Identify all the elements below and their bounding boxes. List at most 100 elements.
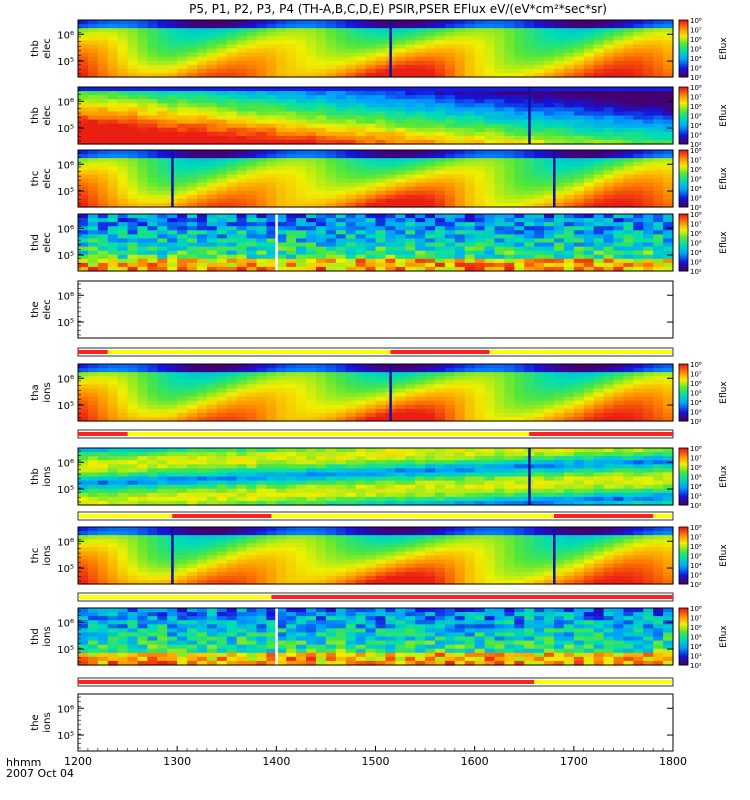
heatmap-cell	[276, 230, 287, 235]
heatmap-cell	[266, 127, 277, 133]
heatmap-cell	[464, 131, 476, 137]
heatmap-cell	[355, 468, 367, 474]
heatmap-cell	[316, 266, 327, 272]
heatmap-cell	[563, 234, 575, 240]
heatmap-cell	[405, 158, 416, 163]
heatmap-cell	[613, 376, 625, 381]
heatmap-cell	[246, 500, 258, 506]
heatmap-cell	[514, 238, 525, 244]
heatmap-cell	[167, 408, 178, 414]
heatmap-cell	[236, 91, 248, 96]
heatmap-cell	[524, 72, 535, 78]
heatmap-cell	[236, 24, 248, 29]
heatmap-cell	[544, 234, 555, 240]
heatmap-cell	[256, 368, 268, 373]
heatmap-cell	[296, 194, 307, 200]
heatmap-cell	[177, 131, 188, 137]
heatmap-cell	[206, 226, 218, 231]
heatmap-cell	[415, 254, 426, 260]
heatmap-cell	[316, 376, 327, 381]
heatmap-cell	[444, 412, 456, 418]
heatmap-cell	[147, 135, 158, 141]
heatmap-cell	[623, 87, 634, 92]
heatmap-cell	[405, 99, 416, 104]
heatmap-cell	[544, 266, 555, 272]
heatmap-cell	[276, 72, 287, 78]
heatmap-cell	[206, 115, 218, 121]
heatmap-cell	[167, 364, 178, 369]
heatmap-cell	[78, 194, 89, 200]
heatmap-cell	[653, 36, 664, 41]
heatmap-cell	[335, 262, 347, 268]
heatmap-cell	[256, 44, 268, 50]
heatmap-cell	[534, 174, 545, 180]
heatmap-cell	[623, 198, 634, 204]
heatmap-cell	[117, 246, 129, 252]
heatmap-cell	[504, 72, 515, 78]
heatmap-cell	[365, 380, 377, 385]
heatmap-cell	[415, 60, 426, 66]
heatmap-cell	[345, 24, 357, 29]
heatmap-cell	[167, 384, 178, 390]
heatmap-cell	[266, 135, 277, 141]
heatmap-cell	[603, 28, 615, 33]
heatmap-cell	[157, 127, 168, 133]
colorbar-segment	[679, 121, 688, 124]
heatmap-cell	[484, 396, 496, 402]
heatmap-cell	[395, 400, 406, 406]
heatmap-cell	[444, 408, 456, 414]
heatmap-cell	[335, 182, 347, 188]
heatmap-cell	[216, 242, 228, 248]
heatmap-cell	[256, 384, 268, 390]
heatmap-cell	[653, 416, 664, 422]
heatmap-cell	[147, 480, 158, 486]
heatmap-cell	[87, 250, 99, 256]
colorbar-segment	[679, 87, 688, 90]
heatmap-cell	[653, 154, 664, 159]
heatmap-cell	[78, 500, 89, 506]
heatmap-cell	[504, 388, 515, 394]
heatmap-cell	[415, 119, 426, 125]
colorbar-tick-label: 10⁷	[690, 27, 702, 35]
heatmap-cell	[573, 230, 585, 235]
heatmap-cell	[286, 40, 297, 46]
heatmap-cell	[78, 250, 89, 256]
heatmap-cell	[375, 135, 387, 141]
heatmap-cell	[544, 115, 555, 121]
heatmap-cell	[157, 40, 168, 46]
heatmap-cell	[266, 452, 277, 457]
heatmap-cell	[256, 170, 268, 176]
heatmap-cell	[554, 154, 565, 159]
heatmap-cell	[385, 452, 396, 457]
heatmap-cell	[365, 127, 377, 133]
heatmap-cell	[127, 95, 139, 100]
heatmap-cell	[454, 150, 466, 155]
heatmap-cell	[494, 40, 506, 46]
heatmap-cell	[593, 400, 605, 406]
colorbar-segment	[679, 44, 688, 48]
heatmap-cell	[425, 226, 436, 231]
heatmap-cell	[266, 226, 277, 231]
heatmap-cell	[514, 158, 525, 163]
heatmap-cell	[246, 174, 258, 180]
heatmap-cell	[78, 246, 89, 252]
heatmap-cell	[246, 452, 258, 457]
heatmap-cell	[633, 150, 644, 155]
heatmap-cell	[325, 150, 337, 155]
heatmap-cell	[335, 250, 347, 256]
heatmap-cell	[286, 464, 297, 469]
heatmap-cell	[335, 456, 347, 461]
heatmap-cell	[157, 412, 168, 418]
heatmap-cell	[355, 496, 367, 502]
heatmap-cell	[316, 162, 327, 167]
heatmap-cell	[256, 218, 268, 223]
heatmap-cell	[385, 222, 396, 227]
heatmap-cell	[623, 190, 634, 196]
heatmap-cell	[593, 24, 605, 29]
heatmap-cell	[395, 364, 406, 369]
heatmap-cell	[474, 242, 486, 248]
heatmap-cell	[464, 127, 476, 133]
heatmap-cell	[197, 254, 208, 260]
heatmap-cell	[107, 139, 119, 145]
heatmap-cell	[197, 198, 208, 204]
